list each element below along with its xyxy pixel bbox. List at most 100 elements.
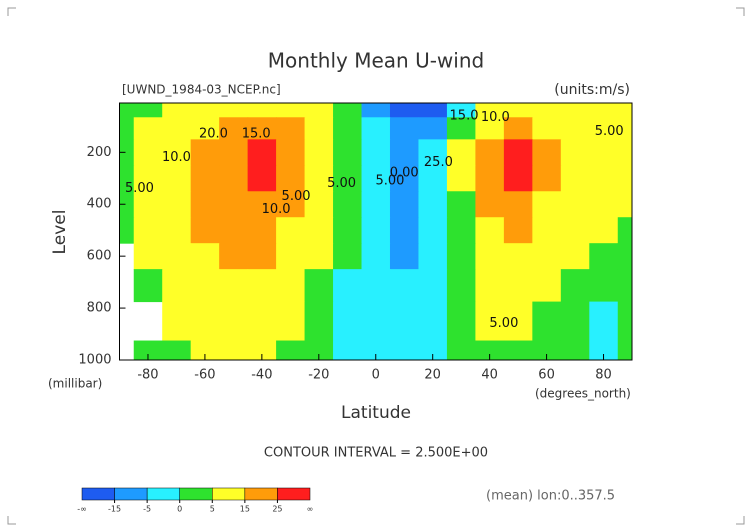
field-cell: [361, 139, 391, 166]
field-cell: [276, 165, 306, 192]
field-cell: [190, 269, 220, 303]
field-cell: [219, 301, 249, 342]
field-cell: [418, 117, 448, 140]
colorbar-swatch: [212, 487, 246, 501]
field-cell: [190, 340, 220, 361]
corner: [7, 7, 16, 16]
field-cell: [418, 340, 448, 361]
field-cell: [333, 191, 363, 218]
field-cell: [304, 165, 334, 192]
field-cell: [617, 165, 633, 192]
contour-label: 15.0: [242, 127, 271, 142]
field-cell: [589, 217, 619, 244]
field-cell: [304, 340, 334, 361]
field-cell: [418, 103, 448, 118]
field-cell: [361, 340, 391, 361]
field-cell: [276, 103, 306, 118]
field-cell: [219, 191, 249, 218]
x-tick-label: -60: [194, 368, 215, 383]
field-cell: [247, 340, 277, 361]
field-cell: [532, 301, 562, 342]
field-cell: [617, 217, 633, 244]
x-units: (degrees_north): [535, 387, 631, 401]
field-cell: [446, 269, 476, 303]
field-cell: [475, 269, 505, 303]
field-cell: [446, 217, 476, 244]
field-cell: [418, 165, 448, 192]
contour-label: 10.0: [481, 110, 510, 125]
y-tick-label: 1000: [78, 353, 111, 368]
field-cell: [133, 103, 163, 118]
field-cell: [304, 117, 334, 140]
field-cell: [219, 243, 249, 270]
field-cell: [617, 139, 633, 166]
field-cell: [133, 243, 163, 270]
field-cell: [247, 117, 277, 140]
field-cell: [219, 217, 249, 244]
field-cell: [219, 165, 249, 192]
field-cell: [503, 191, 533, 218]
field-cell: [560, 165, 590, 192]
contour-label: 5.00: [489, 316, 518, 331]
field-cell: [446, 191, 476, 218]
field-cell: [133, 165, 163, 192]
field-cell: [532, 191, 562, 218]
y-axis-title: Level: [50, 210, 70, 255]
field-cell: [247, 139, 277, 166]
field-cell: [475, 165, 505, 192]
units-label: (units:m/s): [554, 82, 630, 98]
contour-label: 5.00: [125, 181, 154, 196]
field-cell: [361, 269, 391, 303]
field-cell: [446, 117, 476, 140]
field-cell: [617, 301, 633, 342]
field-cell: [119, 191, 135, 218]
field-cell: [133, 340, 163, 361]
corner: [736, 516, 745, 525]
field-cell: [617, 340, 633, 361]
field-cell: [162, 117, 192, 140]
y-tick-label: 600: [87, 249, 112, 264]
field-cell: [333, 269, 363, 303]
field-cell: [190, 243, 220, 270]
field-cell: [247, 165, 277, 192]
field-cell: [361, 217, 391, 244]
field-cell: [276, 269, 306, 303]
x-axis-title: Latitude: [341, 403, 411, 423]
field-cell: [532, 103, 562, 118]
contour-label: 15.0: [450, 108, 479, 123]
field-cell: [162, 340, 192, 361]
contour-label: 20.0: [199, 127, 228, 142]
field-cell: [418, 301, 448, 342]
y-tick-label: 800: [87, 301, 112, 316]
field-cell: [190, 103, 220, 118]
field-cell: [162, 139, 192, 166]
colorbar-swatch: [179, 487, 213, 501]
field-cell: [276, 243, 306, 270]
field-cell: [361, 117, 391, 140]
field-cell: [304, 103, 334, 118]
field-cell: [162, 217, 192, 244]
field-cell: [190, 217, 220, 244]
field-cell: [389, 103, 419, 118]
field-cell: [589, 139, 619, 166]
field-cell: [333, 165, 363, 192]
field-cell: [389, 165, 419, 192]
field-cell: [133, 269, 163, 303]
colorbar-label: 5: [210, 505, 215, 514]
field-cell: [162, 269, 192, 303]
field-cell: [560, 103, 590, 118]
colorbar-high-label: ∞: [307, 505, 314, 514]
field-cell: [503, 165, 533, 192]
contour-note: CONTOUR INTERVAL = 2.500E+00: [264, 446, 488, 461]
x-tick-label: 40: [481, 368, 498, 383]
x-tick-label: 80: [595, 368, 612, 383]
field-cell: [503, 139, 533, 166]
field-cell: [503, 103, 533, 118]
field-cell: [389, 269, 419, 303]
field-cell: [333, 301, 363, 342]
contour-label: 5.00: [327, 176, 356, 191]
field-cell: [304, 139, 334, 166]
field-cell: [560, 340, 590, 361]
field-cell: [361, 191, 391, 218]
colorbar-swatch: [244, 487, 278, 501]
